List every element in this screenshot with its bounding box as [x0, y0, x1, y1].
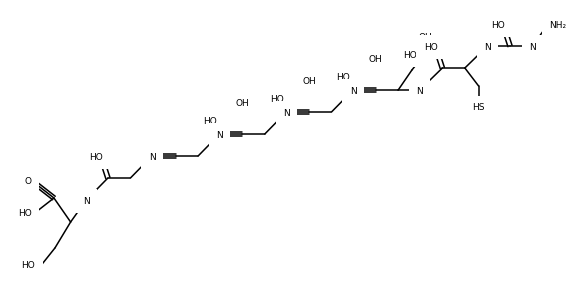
- Text: O: O: [24, 177, 31, 187]
- Text: HO: HO: [203, 117, 217, 125]
- Text: N: N: [416, 86, 423, 96]
- Text: HO: HO: [403, 51, 417, 59]
- Text: HO: HO: [22, 261, 35, 269]
- Text: HO: HO: [18, 208, 31, 218]
- Text: N: N: [83, 197, 90, 205]
- Text: N: N: [216, 131, 223, 139]
- Text: HO: HO: [270, 94, 283, 104]
- Text: OH: OH: [369, 55, 382, 63]
- Text: HS: HS: [473, 104, 485, 113]
- Text: N: N: [350, 86, 357, 96]
- Text: HO: HO: [491, 20, 505, 30]
- Text: OH: OH: [419, 32, 432, 42]
- Text: HO: HO: [424, 42, 437, 51]
- Text: HO: HO: [89, 152, 103, 162]
- Text: OH: OH: [235, 98, 249, 108]
- Text: N: N: [149, 152, 156, 162]
- Text: NH₂: NH₂: [549, 22, 566, 30]
- Text: OH: OH: [302, 77, 316, 86]
- Text: HO: HO: [336, 73, 350, 82]
- Text: N: N: [529, 42, 536, 51]
- Text: N: N: [283, 108, 290, 117]
- Text: N: N: [484, 42, 491, 51]
